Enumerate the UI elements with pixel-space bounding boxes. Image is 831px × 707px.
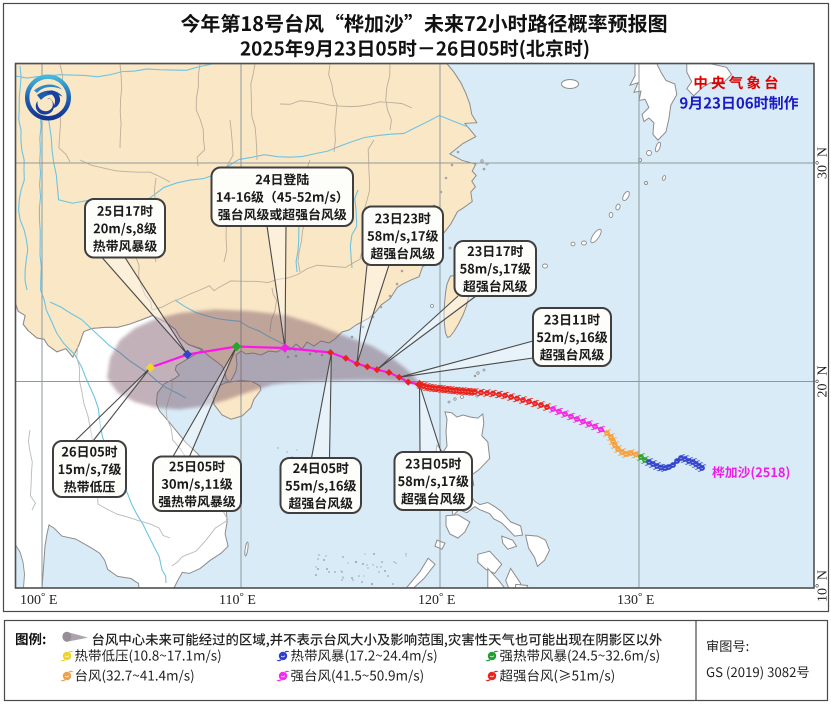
svg-text:120° E: 120° E [418,591,455,608]
svg-text:20° N: 20° N [814,365,831,397]
svg-text:30° N: 30° N [814,147,831,179]
svg-text:100° E: 100° E [20,591,57,608]
svg-text:110° E: 110° E [219,591,256,608]
svg-text:10° N: 10° N [814,570,831,602]
svg-text:130° E: 130° E [617,591,654,608]
